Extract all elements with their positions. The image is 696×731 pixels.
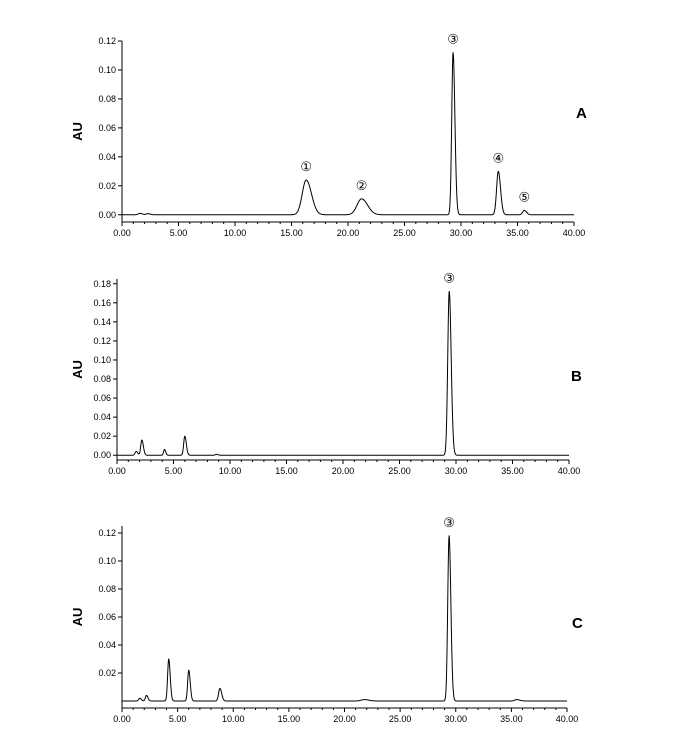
x-tick-label: 5.00 [170, 228, 188, 238]
peak-number: ④ [492, 151, 504, 166]
y-tick-label: 0.04 [98, 640, 116, 650]
y-tick-label: 0.18 [93, 279, 111, 289]
x-tick-label: 5.00 [165, 466, 183, 476]
chromatogram-trace [121, 52, 575, 216]
chromatogram-trace [121, 535, 568, 702]
x-tick-label: 35.00 [501, 466, 524, 476]
x-tick-label: 35.00 [506, 228, 529, 238]
chromatogram-trace [116, 290, 570, 456]
x-tick-label: 0.00 [108, 466, 126, 476]
chart-panel-C: 0.00 5.00 10.00 15.00 20.00 25.00 30.00 35.00 40… [70, 516, 583, 724]
y-tick-label: 0.02 [93, 431, 111, 441]
x-tick-label: 30.00 [450, 228, 473, 238]
x-tick-label: 25.00 [389, 714, 412, 724]
x-tick-label: 40.00 [563, 228, 586, 238]
y-tick-label: 0.14 [93, 317, 111, 327]
peak-number: ① [300, 160, 312, 175]
x-tick-label: 15.00 [278, 714, 301, 724]
peak-number: ③ [443, 516, 455, 531]
peak-label: ① [300, 160, 312, 175]
x-tick-label: 30.00 [444, 714, 467, 724]
x-tick-label: 0.00 [113, 714, 131, 724]
peak-number: ③ [447, 33, 459, 48]
y-tick-label: 0.16 [93, 298, 111, 308]
y-tick-label: 0.06 [98, 123, 116, 133]
x-tick-label: 25.00 [388, 466, 411, 476]
y-axis-label: AU [70, 608, 85, 627]
peak-label: ③ [447, 33, 459, 48]
y-tick-label: 0.10 [98, 556, 116, 566]
y-tick-label: 0.12 [93, 336, 111, 346]
x-tick-label: 10.00 [219, 466, 242, 476]
y-tick-label: 0.12 [98, 36, 116, 46]
y-tick-label: 0.08 [93, 374, 111, 384]
x-tick-label: 40.00 [558, 466, 581, 476]
x-tick-label: 20.00 [333, 714, 356, 724]
x-tick-label: 40.00 [556, 714, 579, 724]
x-tick-label: 15.00 [275, 466, 298, 476]
y-tick-label: 0.04 [93, 412, 111, 422]
y-axis-label: AU [70, 360, 85, 379]
x-tick-label: 35.00 [500, 714, 523, 724]
chart-panel-B: 0.00 5.00 10.00 15.00 20.00 25.00 30.00 35.00 40… [70, 271, 582, 476]
y-tick-label: 0.00 [93, 450, 111, 460]
peak-label: ⑤ [518, 190, 530, 205]
peak-number: ③ [443, 271, 455, 286]
panel-label: A [576, 105, 587, 122]
y-tick-label: 0.02 [98, 668, 116, 678]
peak-number: ⑤ [518, 190, 530, 205]
peak-label: ③ [443, 271, 455, 286]
y-tick-label: 0.10 [93, 355, 111, 365]
x-tick-label: 15.00 [280, 228, 303, 238]
y-tick-label: 0.10 [98, 65, 116, 75]
x-tick-label: 20.00 [337, 228, 360, 238]
x-tick-label: 20.00 [332, 466, 355, 476]
x-tick-label: 10.00 [222, 714, 245, 724]
x-tick-label: 5.00 [169, 714, 187, 724]
y-tick-label: 0.08 [98, 94, 116, 104]
y-axis-label: AU [70, 122, 85, 141]
peak-number: ② [356, 179, 368, 194]
chart-panel-A: 0.00 5.00 10.00 15.00 20.00 25.00 30.00 35.00 40… [70, 33, 587, 238]
y-tick-label: 0.06 [98, 612, 116, 622]
peak-label: ② [356, 179, 368, 194]
panel-label: C [572, 615, 583, 632]
peak-label: ④ [492, 151, 504, 166]
y-tick-label: 0.08 [98, 584, 116, 594]
y-tick-label: 0.00 [98, 210, 116, 220]
y-tick-label: 0.12 [98, 528, 116, 538]
x-tick-label: 25.00 [393, 228, 416, 238]
panel-label: B [571, 368, 582, 385]
x-tick-label: 30.00 [445, 466, 468, 476]
y-tick-label: 0.02 [98, 181, 116, 191]
y-tick-label: 0.06 [93, 393, 111, 403]
peak-label: ③ [443, 516, 455, 531]
y-tick-label: 0.04 [98, 152, 116, 162]
x-tick-label: 0.00 [113, 228, 131, 238]
x-tick-label: 10.00 [224, 228, 247, 238]
